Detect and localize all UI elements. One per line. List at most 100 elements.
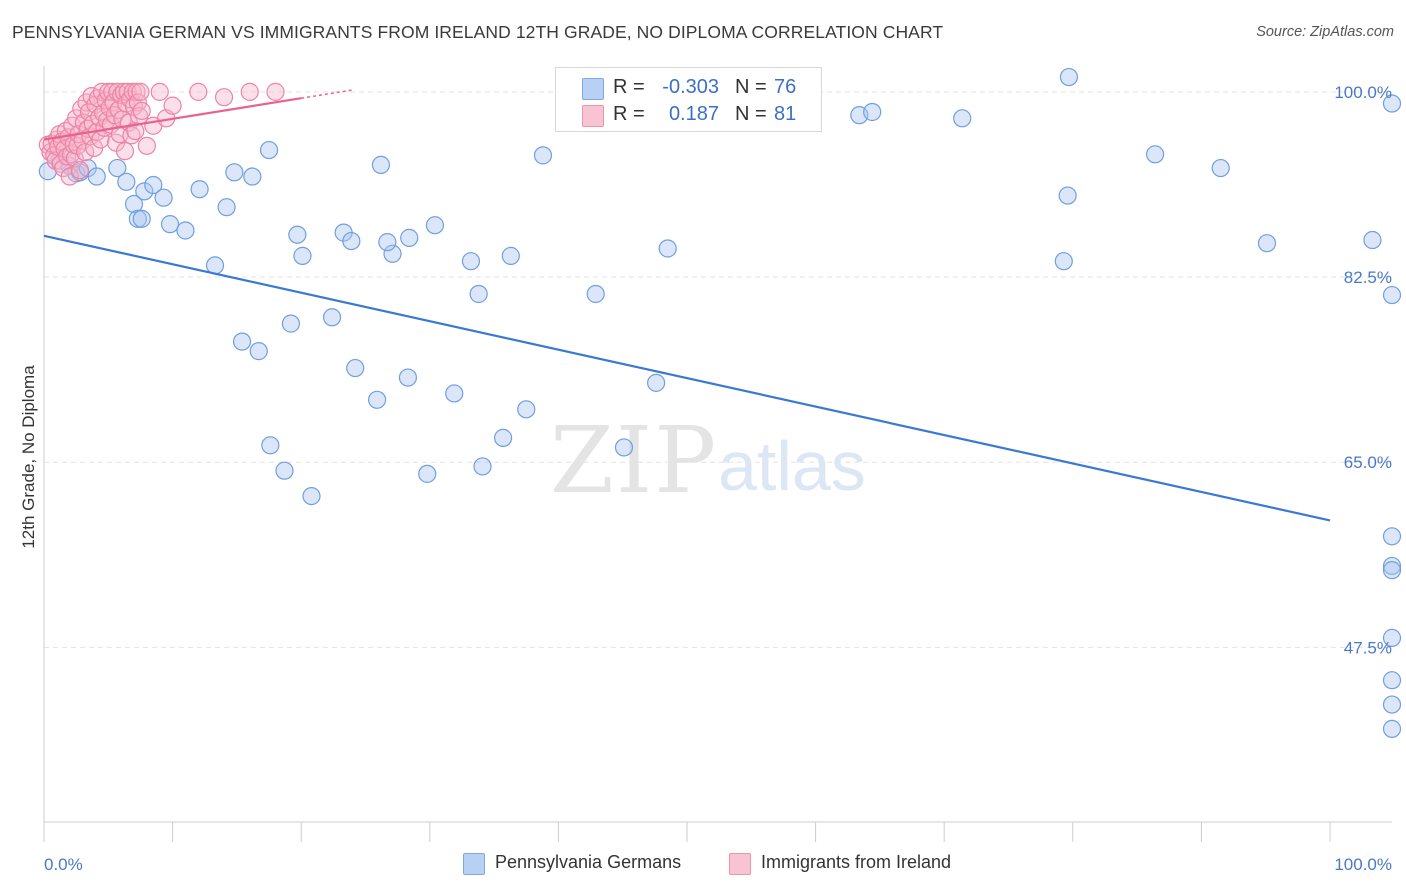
data-point-pennsylvania-germans [1382,719,1402,738]
data-point-pennsylvania-germans [154,188,173,207]
source-credit: Source: ZipAtlas.com [1256,24,1394,40]
stats-legend-box: R = -0.303 N = 76 R = 0.187 N = 81 [555,67,822,132]
data-point-pennsylvania-germans [190,180,209,199]
data-point-pennsylvania-germans [293,246,312,265]
data-point-immigrants-from-ireland [137,136,156,155]
data-point-pennsylvania-germans [288,225,307,244]
r-label: R = [613,103,645,125]
data-point-pennsylvania-germans [346,358,365,378]
data-point-pennsylvania-germans [400,228,419,247]
trendline-extension [301,89,353,99]
data-point-pennsylvania-germans [953,109,972,128]
data-point-pennsylvania-germans [1059,67,1079,87]
data-point-pennsylvania-germans [176,221,195,240]
data-point-pennsylvania-germans [108,158,127,178]
axes-layer [43,66,1392,842]
data-point-pennsylvania-germans [1382,94,1402,113]
data-point-pennsylvania-germans [144,175,163,195]
data-point-pennsylvania-germans [473,457,492,476]
data-point-pennsylvania-germans [445,384,464,403]
data-point-pennsylvania-germans [259,140,279,160]
data-point-pennsylvania-germans [87,167,106,186]
legend-label: Pennsylvania Germans [495,852,682,872]
x-tick-label: 0.0% [44,855,83,874]
data-point-pennsylvania-germans [275,461,294,480]
data-point-immigrants-from-ireland [132,101,151,121]
watermark: ZIP atlas [550,407,866,514]
legend-pink-swatch [729,853,751,875]
data-point-immigrants-from-ireland [115,142,135,161]
data-point-pennsylvania-germans [1257,234,1277,253]
data-point-immigrants-from-ireland [70,161,90,180]
data-point-pennsylvania-germans [132,209,151,228]
data-point-pennsylvania-germans [1054,252,1073,271]
labels-layer: 47.5% 65.0% 82.5% 100.0% 0.0% 100.0% 12th Grad… [19,83,1392,874]
data-point-pennsylvania-germans [647,373,666,392]
watermark-zip: ZIP [550,407,718,514]
data-point-pennsylvania-germans [232,332,252,351]
data-point-pennsylvania-germans [371,155,391,174]
points-layer [38,67,1402,738]
data-point-pennsylvania-germans [1382,628,1402,647]
y-tick-label: 100.0% [1334,83,1392,102]
data-point-pennsylvania-germans [614,438,634,457]
data-point-pennsylvania-germans [1382,561,1402,580]
data-point-pennsylvania-germans [658,239,677,258]
data-point-pennsylvania-germans [281,314,301,333]
data-point-pennsylvania-germans [128,209,147,228]
data-point-pennsylvania-germans [367,390,387,409]
data-point-pennsylvania-germans [1382,285,1402,305]
watermark-atlas: atlas [718,427,866,505]
blue-swatch [582,78,604,100]
pink-swatch [582,105,604,127]
data-point-pennsylvania-germans [1211,158,1230,178]
data-point-pennsylvania-germans [425,216,445,235]
r-value: -0.303 [662,76,719,98]
data-point-pennsylvania-germans [418,464,437,483]
trendline-pennsylvania-germans [43,234,1331,522]
data-point-pennsylvania-germans [863,102,882,122]
data-point-pennsylvania-germans [1382,556,1402,576]
data-point-pennsylvania-germans [461,252,481,271]
data-point-immigrants-from-ireland [126,121,145,141]
data-point-immigrants-from-ireland [79,102,99,122]
data-point-pennsylvania-germans [261,436,280,455]
stats-row-immigrants-from-ireland: R = 0.187 N = 81 [556,102,821,128]
data-point-pennsylvania-germans [1058,186,1077,205]
data-point-immigrants-from-ireland [214,88,234,107]
data-point-pennsylvania-germans [517,400,536,419]
data-point-pennsylvania-germans [533,146,553,165]
n-label: N = [735,76,767,98]
n-value: 76 [774,76,797,98]
data-point-pennsylvania-germans [469,284,488,304]
data-point-pennsylvania-germans [398,368,418,387]
data-point-immigrants-from-ireland [163,96,182,115]
data-point-pennsylvania-germans [249,342,268,361]
data-point-pennsylvania-germans [117,172,136,191]
data-point-pennsylvania-germans [1382,695,1402,714]
data-point-pennsylvania-germans [243,167,262,186]
data-point-pennsylvania-germans [342,231,361,251]
data-point-immigrants-from-ireland [128,93,147,112]
data-point-immigrants-from-ireland [123,82,142,101]
y-axis-title: 12th Grade, No Diploma [19,365,38,549]
data-point-pennsylvania-germans [501,246,520,265]
data-point-immigrants-from-ireland [92,82,111,101]
r-label: R = [613,76,645,98]
data-point-pennsylvania-germans [1382,671,1402,690]
data-point-immigrants-from-ireland [150,82,169,101]
n-value: 81 [774,103,797,125]
data-point-pennsylvania-germans [225,163,244,182]
y-tick-label: 47.5% [1344,638,1392,657]
data-point-immigrants-from-ireland [266,82,285,101]
data-point-immigrants-from-ireland [60,167,79,186]
data-point-pennsylvania-germans [322,308,342,327]
data-point-pennsylvania-germans [124,194,144,214]
data-point-pennsylvania-germans [217,198,236,217]
data-point-pennsylvania-germans [378,233,397,252]
trendline-immigrants-from-ireland [43,97,302,141]
data-point-pennsylvania-germans [494,428,513,447]
data-point-immigrants-from-ireland [131,82,150,101]
trend-layer [43,89,1331,522]
